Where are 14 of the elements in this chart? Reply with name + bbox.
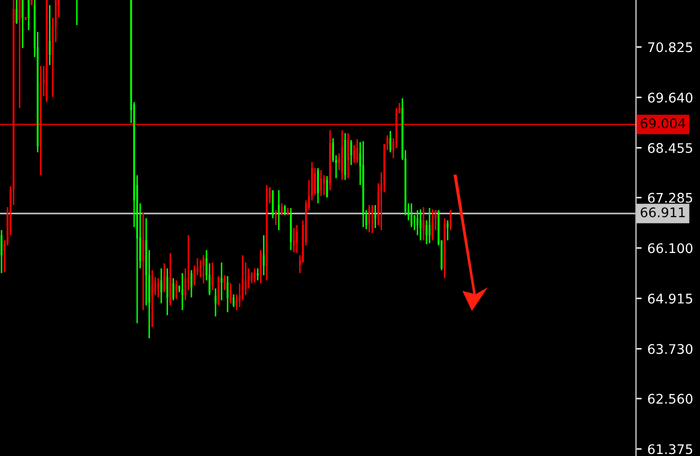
y-tick-label: 70.825 xyxy=(648,42,692,52)
y-tick-label: 68.455 xyxy=(648,143,692,154)
ref-line-label: 66.911 xyxy=(640,207,685,218)
y-tick-label: 62.560 xyxy=(648,394,692,404)
candlestick xyxy=(30,0,33,6)
candlestick xyxy=(24,16,27,21)
candlestick xyxy=(76,0,78,26)
y-tick-label: 63.730 xyxy=(648,344,692,354)
ref-line-label: 69.004 xyxy=(640,118,686,128)
y-tick-label: 69.640 xyxy=(648,92,692,103)
y-tick-label: 66.100 xyxy=(648,243,692,254)
y-tick-label: 64.915 xyxy=(648,294,692,304)
y-tick-label: 61.375 xyxy=(648,444,692,454)
y-tick-label: 67.285 xyxy=(648,192,692,203)
